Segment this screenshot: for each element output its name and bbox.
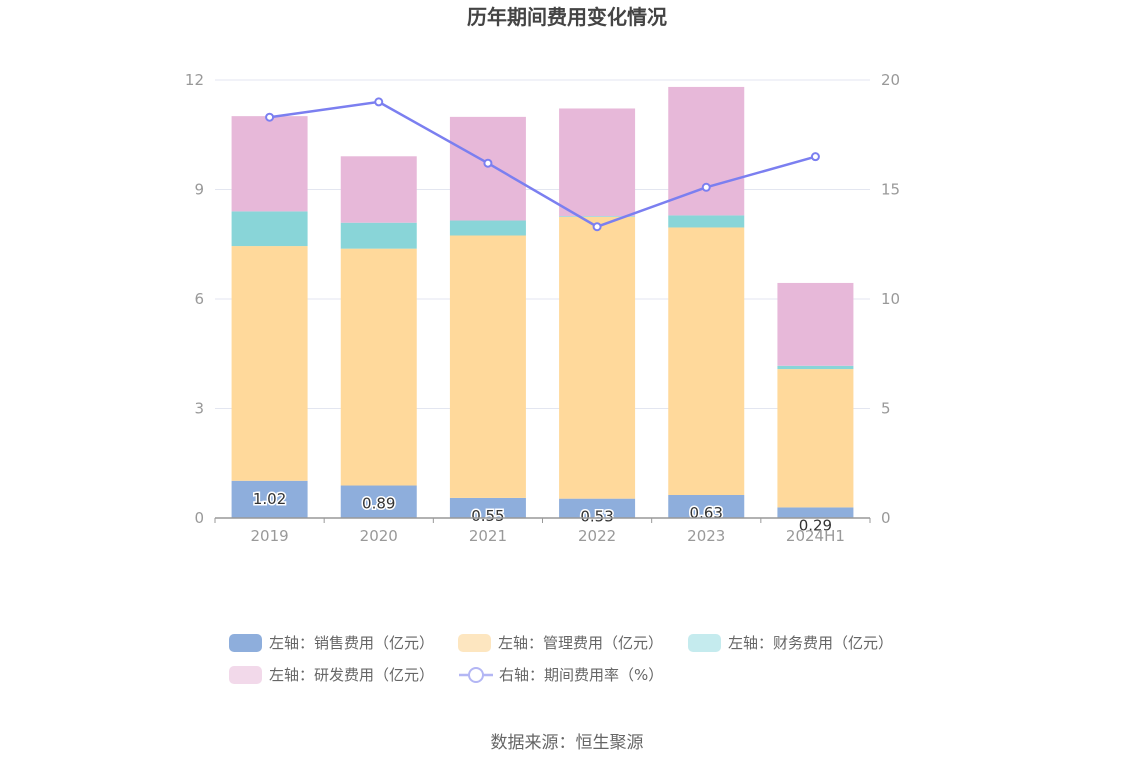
bar-segment <box>559 216 636 499</box>
legend-swatch <box>229 634 262 652</box>
y-right-tick-label: 10 <box>881 290 900 308</box>
rate-point <box>483 158 493 168</box>
bar-data-label: 0.55 <box>471 507 504 525</box>
rate-point <box>810 152 820 162</box>
bar-segment <box>777 365 854 370</box>
bar-segment <box>668 495 745 518</box>
bar-segment <box>231 211 308 247</box>
bar-data-label: 0.53 <box>580 508 613 526</box>
bar-segment <box>777 282 854 366</box>
legend-swatch <box>458 634 491 652</box>
axes: 0 3 6 9 12 0 5 10 15 20 2019 2020 2021 2022 2023 2024H1 <box>185 71 900 545</box>
rate-line-path <box>269 100 816 229</box>
y-left-tick-label: 3 <box>194 400 204 418</box>
legend-label: 左轴：管理费用（亿元） <box>498 634 663 652</box>
bar-data-label: 0.29 <box>799 516 832 534</box>
grid <box>215 79 870 409</box>
bar-segment <box>340 248 417 486</box>
legend-label: 右轴：期间费用率（%） <box>499 666 663 684</box>
legend-swatch <box>229 666 262 684</box>
y-right-tick-label: 15 <box>881 181 900 199</box>
bar-segment <box>340 222 417 249</box>
bar-segment <box>777 507 854 518</box>
chart-title: 历年期间费用变化情况 <box>467 5 667 29</box>
legend-point-swatch <box>468 667 484 683</box>
legend-label: 左轴：研发费用（亿元） <box>269 666 434 684</box>
bar-segment <box>559 108 636 217</box>
bar-segment <box>231 480 308 518</box>
legend-label: 左轴：销售费用（亿元） <box>269 634 434 652</box>
y-left-tick-label: 0 <box>194 509 204 527</box>
bar-segment <box>668 227 745 496</box>
bar-segment <box>559 498 636 518</box>
bar-data-label: 0.89 <box>362 495 395 513</box>
rate-line <box>265 97 820 232</box>
data-labels: 1.02 0.89 0.55 0.53 0.63 0.29 <box>251 488 833 536</box>
x-tick-label: 2023 <box>687 527 725 545</box>
bar-segment <box>449 235 526 498</box>
y-right-tick-label: 5 <box>881 400 891 418</box>
legend-swatch <box>688 634 721 652</box>
bar-data-label: 0.63 <box>690 504 723 522</box>
bar-segment <box>777 369 854 508</box>
bar-segment <box>668 86 745 216</box>
bar-data-label: 1.02 <box>253 490 286 508</box>
rate-point <box>374 97 384 107</box>
legend: 左轴：销售费用（亿元） 左轴：管理费用（亿元） 左轴：财务费用（亿元） 左轴：研发费用… <box>229 634 893 684</box>
legend-label: 左轴：财务费用（亿元） <box>728 634 893 652</box>
y-left-tick-label: 9 <box>194 181 204 199</box>
y-right-tick-label: 0 <box>881 509 891 527</box>
bar-segment <box>231 116 308 212</box>
bar-segment <box>559 216 636 217</box>
rate-point <box>701 182 711 192</box>
bar-segment <box>231 246 308 481</box>
y-right-tick-label: 20 <box>881 71 900 89</box>
bar-segment <box>449 220 526 236</box>
source-note: 数据来源：恒生聚源 <box>491 733 644 753</box>
bar-segment <box>449 116 526 221</box>
bars <box>231 86 854 518</box>
bar-segment <box>340 485 417 518</box>
x-tick-label: 2019 <box>250 527 288 545</box>
x-tick-label: 2022 <box>578 527 616 545</box>
x-tick-label: 2021 <box>469 527 507 545</box>
bar-segment <box>449 497 526 518</box>
x-tick-label: 2020 <box>360 527 398 545</box>
rate-point <box>592 222 602 232</box>
bar-segment <box>340 156 417 223</box>
x-tick-label: 2024H1 <box>786 527 845 545</box>
bar-segment <box>668 215 745 228</box>
rate-point <box>265 112 275 122</box>
y-left-tick-label: 12 <box>185 71 204 89</box>
y-left-tick-label: 6 <box>194 290 204 308</box>
